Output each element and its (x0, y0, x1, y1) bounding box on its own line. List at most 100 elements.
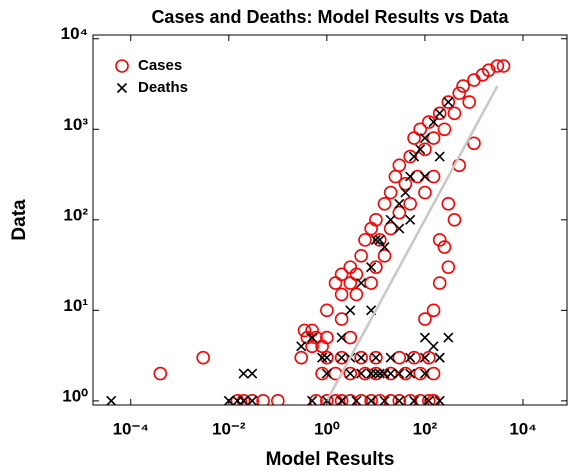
case-point (392, 158, 407, 173)
death-point (385, 352, 396, 363)
case-point (364, 394, 378, 405)
death-point (423, 395, 434, 405)
case-point (349, 267, 364, 282)
death-point (434, 108, 445, 119)
case-point (392, 205, 407, 220)
death-point (238, 368, 249, 379)
case-point (437, 122, 452, 137)
case-point (481, 63, 496, 77)
death-point (379, 395, 390, 405)
case-point (392, 350, 407, 365)
y-tick-label: 10⁴ (61, 24, 88, 43)
death-point (336, 352, 347, 363)
death-point (394, 223, 405, 234)
y-tick-label: 10¹ (63, 296, 88, 315)
case-point (383, 221, 398, 236)
case-point (398, 176, 413, 191)
death-point (370, 368, 381, 379)
legend-label: Deaths (138, 79, 188, 96)
case-point (418, 142, 432, 157)
death-point (374, 368, 385, 379)
case-point (432, 106, 447, 121)
case-point (418, 312, 432, 326)
case-point (294, 350, 309, 365)
case-point (441, 260, 456, 274)
case-point (320, 394, 334, 405)
case-point (467, 136, 481, 151)
x-tick-label: 10⁻² (212, 419, 246, 438)
case-point (426, 169, 441, 184)
case-point (196, 350, 210, 365)
death-point (419, 171, 430, 182)
death-point (336, 395, 347, 405)
death-point (238, 395, 249, 405)
death-point (443, 96, 454, 108)
case-point (490, 59, 505, 73)
case-point (245, 394, 259, 405)
case-point (462, 95, 477, 109)
reference-line (325, 85, 499, 402)
case-point (392, 394, 407, 405)
x-tick-label: 10² (413, 419, 438, 438)
case-point (354, 394, 368, 405)
case-point (452, 86, 466, 101)
case-point (403, 149, 417, 164)
case-point (413, 366, 427, 381)
case-point (343, 366, 358, 381)
death-point (345, 305, 356, 316)
case-point (354, 249, 368, 263)
case-point (334, 267, 349, 282)
death-point (247, 368, 258, 379)
case-point (369, 260, 383, 274)
death-point (366, 368, 377, 379)
case-point (372, 394, 387, 405)
case-point (422, 350, 436, 365)
death-point (370, 234, 381, 245)
legend-label: Cases (138, 57, 182, 74)
death-point (434, 395, 445, 405)
death-point (106, 395, 117, 405)
case-point (418, 185, 432, 200)
case-point (432, 233, 447, 247)
death-point (408, 395, 420, 405)
case-point (383, 185, 398, 200)
death-point (374, 234, 385, 245)
case-point (334, 312, 349, 326)
death-point (366, 395, 377, 405)
death-point (394, 395, 405, 405)
death-point (428, 341, 439, 352)
case-point (271, 394, 285, 405)
case-point (413, 122, 427, 137)
legend-marker (116, 82, 128, 94)
case-point (403, 394, 417, 405)
chart-title: Cases and Deaths: Model Results vs Data (151, 7, 509, 27)
death-point (356, 368, 367, 379)
death-point (385, 214, 396, 225)
death-point (317, 352, 328, 363)
death-point (419, 132, 430, 144)
case-point (369, 213, 383, 227)
death-point (394, 198, 405, 209)
legend-marker (115, 59, 129, 73)
case-point (309, 394, 323, 405)
death-point (351, 395, 362, 405)
case-point (426, 366, 441, 381)
death-point (379, 241, 390, 253)
x-tick-label: 10⁴ (509, 419, 536, 438)
x-axis-label: Model Results (266, 449, 395, 470)
death-point (321, 368, 332, 379)
death-point (405, 368, 416, 379)
death-point (307, 332, 318, 343)
death-point (336, 332, 347, 343)
case-point (426, 131, 441, 145)
case-point (334, 287, 349, 302)
case-point (320, 350, 334, 365)
death-point (296, 341, 307, 352)
case-point (372, 233, 387, 247)
death-point (321, 352, 332, 363)
x-tick-label: 10⁻⁴ (113, 419, 149, 438)
case-point (441, 197, 456, 211)
death-point (394, 368, 405, 379)
death-point (419, 368, 430, 379)
